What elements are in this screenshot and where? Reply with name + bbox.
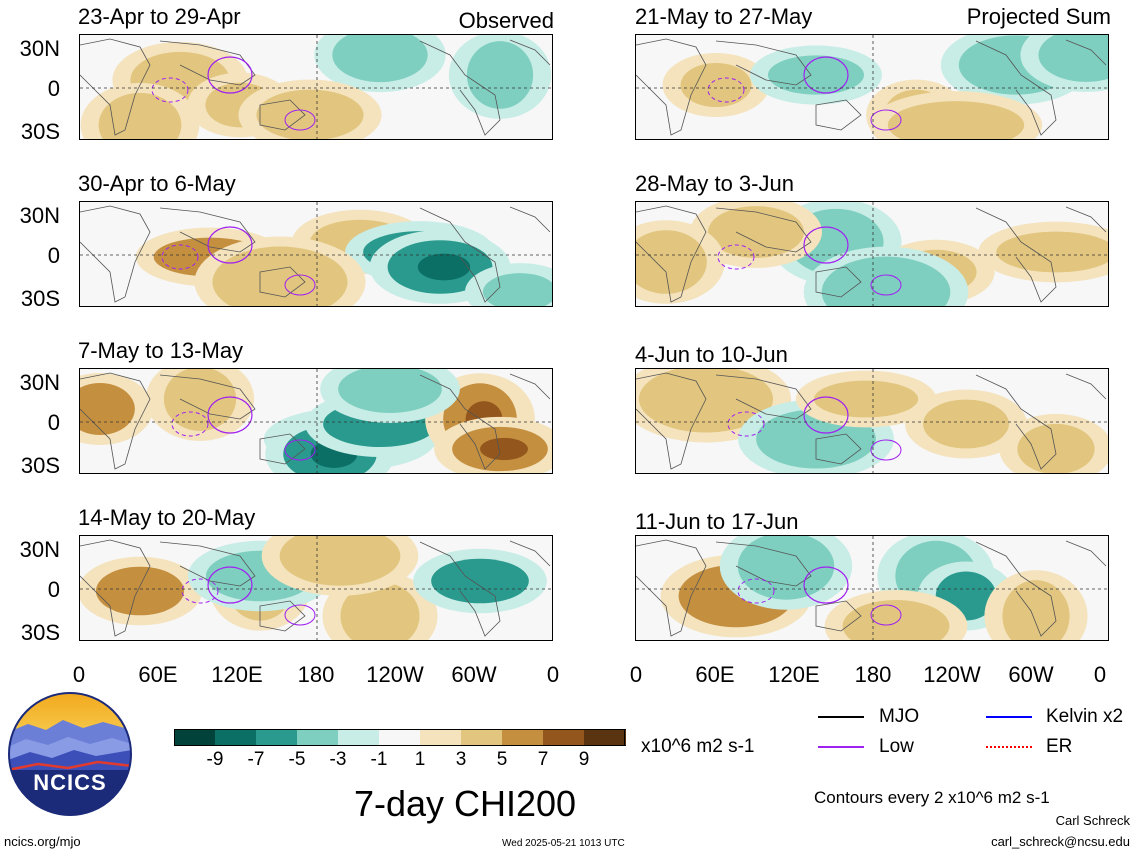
anomaly-map-panel	[79, 34, 553, 140]
legend-label: Low	[879, 736, 914, 757]
y-tick-label: 0	[47, 76, 60, 101]
legend-swatch-er	[986, 746, 1032, 748]
colorbar-swatch	[256, 729, 298, 746]
legend-label: Kelvin x2	[1046, 706, 1124, 727]
colorbar-tick-label: 7	[537, 749, 549, 770]
x-tick-label: 180	[854, 662, 892, 687]
colorbar-swatch	[297, 729, 339, 746]
y-tick-label: 0	[47, 577, 60, 602]
anomaly-map-panel	[635, 34, 1109, 140]
colorbar-swatch	[584, 729, 626, 746]
colorbar-swatch	[174, 729, 216, 746]
x-tick-label: 180	[297, 662, 335, 687]
x-tick-label: 120E	[768, 662, 820, 687]
colorbar-tick-label: -1	[370, 749, 388, 770]
x-tick-label: 60W	[451, 662, 497, 687]
x-tick-label: 0	[1093, 662, 1107, 687]
colorbar-tick-label: -7	[247, 749, 265, 770]
author: Carl Schreck	[1055, 813, 1130, 828]
panel-title: 7-May to 13-May	[78, 338, 244, 363]
legend-swatch-mjo	[818, 716, 864, 718]
legend-swatch-low	[818, 746, 864, 748]
panel-title: 21-May to 27-May	[635, 4, 813, 29]
colorbar-swatch	[502, 729, 544, 746]
author-email: carl_schreck@ncsu.edu	[991, 834, 1130, 849]
anomaly-map-panel	[635, 535, 1109, 641]
y-tick-label: 30S	[20, 119, 60, 144]
x-tick-label: 0	[546, 662, 560, 687]
colorbar-swatch	[379, 729, 421, 746]
anomaly-map-panel	[635, 201, 1109, 307]
x-tick-label: 60W	[1008, 662, 1054, 687]
panel-title: 28-May to 3-Jun	[635, 171, 794, 196]
x-tick-label: 60E	[138, 662, 178, 687]
colorbar-swatch	[338, 729, 380, 746]
colorbar-swatch	[420, 729, 462, 746]
colorbar-tick-label: -5	[288, 749, 306, 770]
footer-timestamp: Wed 2025-05-21 1013 UTC	[502, 838, 625, 849]
anomaly-map-panel	[79, 201, 553, 307]
colorbar-tick-label: 5	[496, 749, 508, 770]
colorbar-tick-label: 3	[455, 749, 467, 770]
colorbar-tick-label: -9	[206, 749, 224, 770]
x-tick-label: 120W	[923, 662, 981, 687]
panel-title: 23-Apr to 29-Apr	[78, 4, 241, 29]
y-tick-label: 30S	[20, 286, 60, 311]
colorbar-tick-label: 9	[578, 749, 590, 770]
anomaly-map-panel	[79, 535, 553, 641]
main-title: 7-day CHI200	[353, 783, 577, 824]
y-tick-label: 30N	[19, 36, 60, 61]
logo-text: NCICS	[33, 770, 107, 795]
y-tick-label: 30N	[19, 203, 60, 228]
y-tick-label: 30S	[20, 620, 60, 645]
colorbar-swatch	[215, 729, 257, 746]
contours-note: Contours every 2 x10^6 m2 s-1	[814, 788, 1050, 807]
x-tick-label: 120W	[366, 662, 424, 687]
anomaly-map-panel	[635, 368, 1109, 474]
panel-title: 30-Apr to 6-May	[78, 171, 236, 196]
legend-swatch-kelvin	[986, 716, 1032, 718]
y-tick-label: 30N	[19, 537, 60, 562]
colorbar-swatch	[543, 729, 585, 746]
panel-title: 14-May to 20-May	[78, 505, 256, 530]
x-tick-label: 60E	[695, 662, 735, 687]
y-tick-label: 0	[47, 410, 60, 435]
y-tick-label: 0	[47, 243, 60, 268]
y-tick-label: 30N	[19, 370, 60, 395]
x-tick-label: 120E	[211, 662, 263, 687]
footer-url[interactable]: ncics.org/mjo	[4, 834, 81, 849]
colorbar-units: x10^6 m2 s-1	[641, 736, 755, 757]
legend-label: ER	[1046, 736, 1073, 757]
panel-title: 4-Jun to 10-Jun	[635, 342, 788, 367]
colorbar-tick-label: -3	[329, 749, 347, 770]
projected-label: Projected Sum	[966, 4, 1111, 29]
anomaly-map-panel	[79, 368, 553, 474]
colorbar-tick-label: 1	[414, 749, 426, 770]
panel-title: 11-Jun to 17-Jun	[635, 509, 799, 534]
x-tick-label: 0	[629, 662, 643, 687]
legend-label: MJO	[879, 706, 920, 727]
ncics-logo: NCICS	[8, 692, 132, 816]
observed-label: Observed	[458, 8, 554, 33]
x-tick-label: 0	[72, 662, 86, 687]
colorbar-swatch	[461, 729, 503, 746]
y-tick-label: 30S	[20, 453, 60, 478]
